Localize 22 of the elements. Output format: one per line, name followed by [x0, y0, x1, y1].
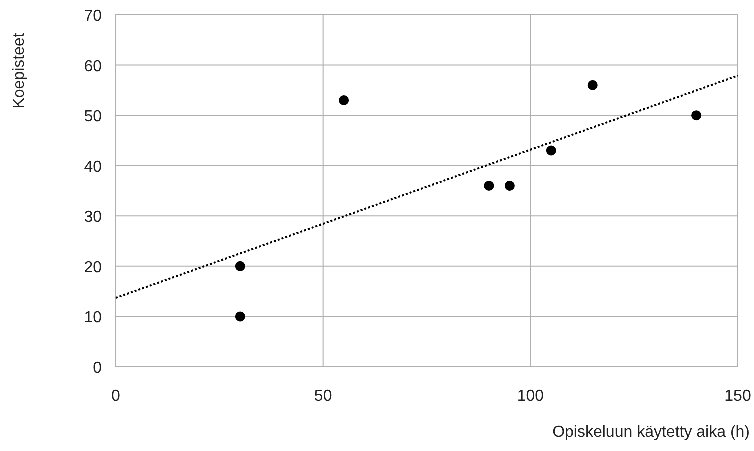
point: [235, 312, 246, 322]
point: [504, 180, 515, 191]
y-tick-label: 30: [84, 209, 102, 226]
y-tick-label: 10: [84, 310, 102, 327]
y-tick-label: 50: [84, 108, 102, 126]
point: [339, 95, 350, 106]
x-tick-label: 150: [724, 388, 752, 405]
y-tick-label: 60: [84, 58, 102, 76]
y-axis-title: Koepisteet: [11, 32, 28, 109]
point: [484, 180, 494, 191]
point: [235, 261, 246, 272]
point: [546, 146, 556, 156]
x-tick-label: 100: [517, 388, 544, 405]
y-tick-label: 20: [84, 259, 102, 276]
point: [692, 110, 702, 121]
x-tick-label: 0: [112, 388, 121, 405]
x-tick-label: 50: [314, 388, 332, 405]
point: [588, 80, 598, 90]
x-axis-title: Opiskeluun käytetty aika (h): [552, 424, 750, 441]
y-tick-label: 40: [84, 158, 102, 176]
y-tick-label: 0: [93, 360, 102, 377]
y-tick-label: 70: [84, 8, 102, 25]
